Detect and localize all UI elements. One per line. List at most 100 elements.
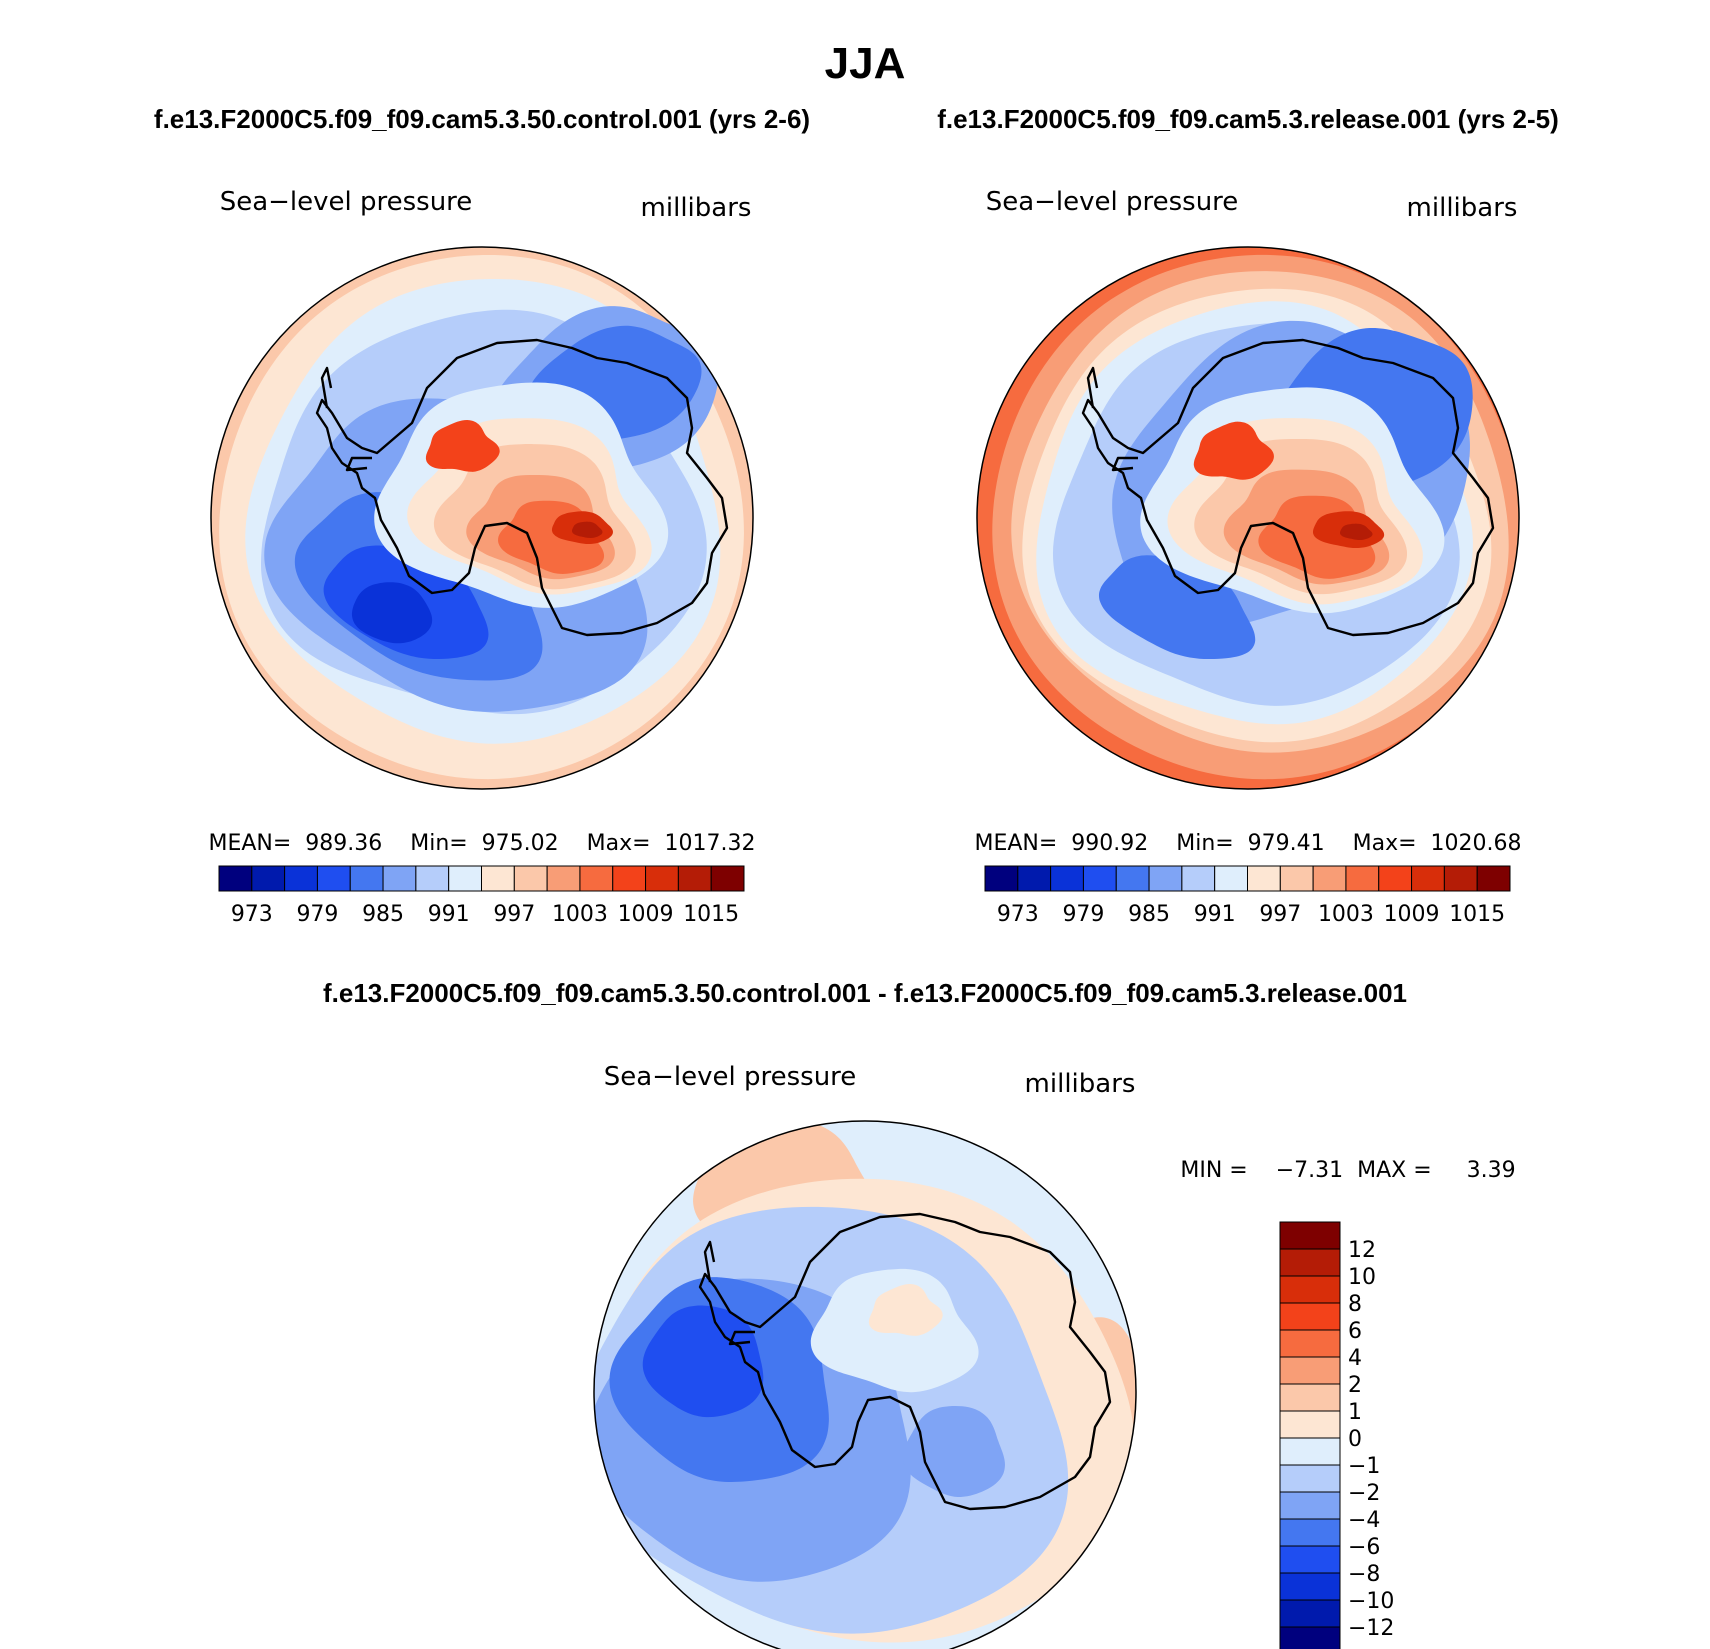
colorbar-swatch [1279,1545,1341,1574]
colorbar-tick-label: 1009 [1384,902,1440,927]
colorbar-swatch [1443,865,1478,892]
colorbar-swatch [1378,865,1413,892]
colorbar-swatch [612,865,647,892]
colorbar-tick-label: 10 [1348,1265,1376,1290]
colorbar-tick-label: 979 [1062,902,1104,927]
panel2-map-border [976,246,1520,790]
colorbar-tick-label: 973 [997,902,1039,927]
colorbar-swatch [1181,865,1216,892]
colorbar-tick-label: 4 [1348,1346,1362,1371]
colorbar-swatch [710,865,745,892]
contour-region [1340,523,1373,540]
panel2-case-title: f.e13.F2000C5.f09_f09.cam5.3.release.001… [937,104,1559,134]
colorbar-swatch [1279,1410,1341,1439]
colorbar-tick-label: 2 [1348,1373,1362,1398]
colorbar-swatch [481,865,515,892]
colorbar-swatch [1279,1491,1341,1520]
colorbar-swatch [1279,1221,1341,1250]
colorbar-swatch [1279,1599,1341,1628]
panel2-stats: MEAN= 990.92 Min= 979.41 Max= 1020.68 [974,831,1521,856]
contour-region [425,420,500,472]
colorbar-swatch [1279,1302,1341,1331]
colorbar-swatch [1279,1572,1341,1601]
colorbar-tick-label: 1 [1348,1400,1362,1425]
colorbar-swatch [415,865,450,892]
colorbar-swatch [1411,865,1445,892]
colorbar-tick-label: 991 [428,902,470,927]
colorbar-swatch [1017,865,1052,892]
colorbar-tick-label: 973 [231,902,273,927]
colorbar-swatch [1082,865,1117,892]
colorbar-swatch [546,865,581,892]
colorbar-swatch [218,865,253,892]
colorbar-tick-label: 985 [362,902,404,927]
contour-region [868,1284,943,1336]
panel2-colorbar: 973 979 985 991 997 1003 1009 1015 [984,865,1511,927]
colorbar-swatch [984,865,1019,892]
colorbar-tick-label: 985 [1128,902,1170,927]
colorbar-swatch [382,865,417,892]
colorbar-tick-label: −4 [1348,1508,1380,1533]
panel2-polar-map [977,247,1519,789]
colorbar-swatch [1312,865,1347,892]
colorbar-tick-label: −8 [1348,1562,1380,1587]
figure-title: JJA [825,39,906,88]
colorbar-swatch [1050,865,1084,892]
diff-stats: MIN = −7.31 MAX = 3.39 [1180,1158,1515,1183]
panel1-map-border [210,246,754,790]
panel2-variable-label: Sea−level pressure [986,187,1239,217]
contour-region [1193,421,1274,480]
colorbar-swatch [1279,1329,1341,1358]
colorbar-tick-label: −1 [1348,1454,1380,1479]
colorbar-tick-label: 1003 [552,902,608,927]
colorbar-swatch [1247,865,1281,892]
colorbar-swatch [448,865,482,892]
colorbar-swatch [1148,865,1183,892]
colorbar-tick-label: −12 [1348,1616,1394,1641]
colorbar-swatch [579,865,614,892]
colorbar-tick-label: 0 [1348,1427,1362,1452]
colorbar-swatch [1279,1248,1341,1277]
panel1-case-title: f.e13.F2000C5.f09_f09.cam5.3.50.control.… [154,104,810,134]
colorbar-tick-label: 12 [1348,1238,1376,1263]
colorbar-swatch [1476,865,1511,892]
colorbar-tick-label: 1009 [618,902,674,927]
colorbar-swatch [1279,1383,1341,1412]
contour-region [902,1406,1005,1497]
colorbar-tick-label: 979 [296,902,338,927]
colorbar-swatch [1279,1437,1341,1466]
colorbar-swatch [1345,865,1380,892]
panel1-variable-label: Sea−level pressure [220,187,473,217]
panel1-stats: MEAN= 989.36 Min= 975.02 Max= 1017.32 [208,831,755,856]
colorbar-tick-label: 1015 [1449,902,1505,927]
colorbar-tick-label: 1003 [1318,902,1374,927]
colorbar-swatch [1279,1518,1341,1547]
colorbar-swatch [284,865,318,892]
colorbar-tick-label: 997 [1259,902,1301,927]
colorbar-tick-label: 8 [1348,1292,1362,1317]
diff-map-border [593,1120,1137,1649]
colorbar-tick-label: 997 [493,902,535,927]
colorbar-swatch [645,865,679,892]
colorbar-tick-label: −10 [1348,1589,1394,1614]
contour-region [572,521,603,538]
colorbar-swatch [1214,865,1248,892]
diff-polar-map [594,1121,1136,1649]
panel1-units-label: millibars [641,193,752,223]
colorbar-swatch [1279,1275,1341,1304]
colorbar-swatch [1279,1626,1341,1649]
colorbar-swatch [677,865,712,892]
contour-region [351,582,433,644]
diff-title: f.e13.F2000C5.f09_f09.cam5.3.50.control.… [323,978,1407,1008]
colorbar-tick-label: 991 [1194,902,1236,927]
colorbar-tick-label: −2 [1348,1481,1380,1506]
diff-units-label: millibars [1025,1069,1136,1099]
colorbar-tick-label: 1015 [683,902,739,927]
colorbar-tick-label: −6 [1348,1535,1380,1560]
colorbar-swatch [316,865,351,892]
colorbar-tick-label: 6 [1348,1319,1362,1344]
colorbar-swatch [1279,1356,1341,1385]
colorbar-swatch [251,865,286,892]
